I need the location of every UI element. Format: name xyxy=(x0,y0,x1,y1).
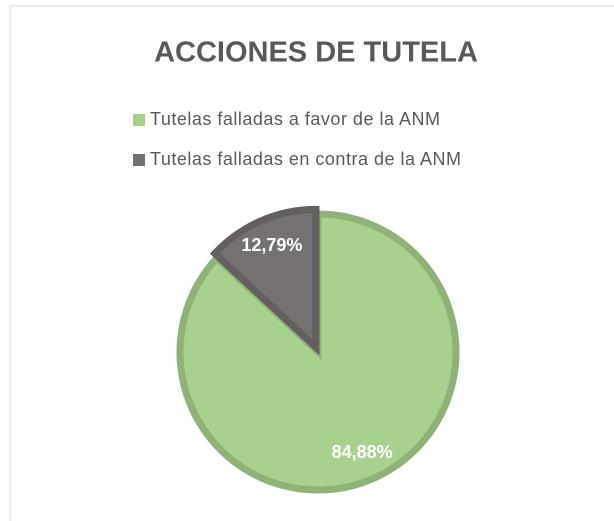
legend-label: Tutelas falladas en contra de la ANM xyxy=(150,149,462,169)
legend-swatch xyxy=(133,114,145,126)
data-label: 84,88% xyxy=(332,442,393,462)
legend-label: Tutelas falladas a favor de la ANM xyxy=(150,109,440,129)
pie-slice xyxy=(209,205,320,356)
data-label: 12,79% xyxy=(241,235,302,255)
legend-swatch xyxy=(133,154,145,166)
chart-title: ACCIONES DE TUTELA xyxy=(154,37,478,69)
